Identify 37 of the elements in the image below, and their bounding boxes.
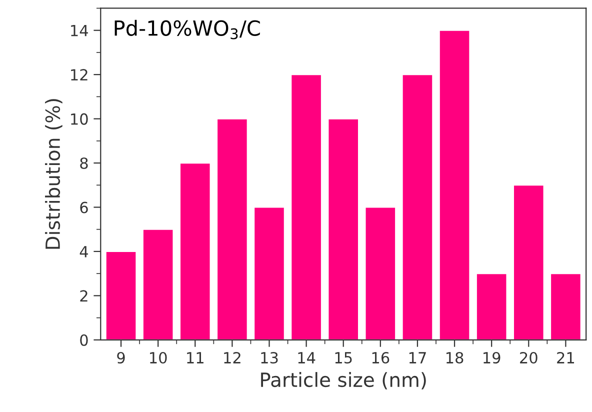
x-axis-title: Particle size (nm)	[261, 372, 426, 390]
bar	[290, 74, 322, 340]
x-tick-label: 15	[335, 352, 352, 364]
bar	[105, 250, 137, 340]
bar	[550, 273, 582, 340]
x-tick-label: 13	[261, 352, 278, 364]
bar	[216, 118, 248, 340]
y-tick-label: 0	[80, 334, 88, 346]
y-tick-label: 2	[80, 290, 88, 302]
x-tick-label: 20	[520, 352, 538, 364]
x-tick-label: 21	[557, 352, 574, 364]
bar	[476, 273, 508, 340]
bar	[438, 30, 470, 340]
y-tick-label: 10	[71, 113, 88, 125]
y-tick-label: 14	[71, 25, 88, 36]
text: Pd-10%WO$_{3}$/C	[114, 20, 260, 40]
bar	[364, 206, 396, 340]
x-tick-label: 12	[224, 352, 240, 364]
x-tick-label: 9	[117, 352, 125, 364]
bar	[512, 184, 544, 340]
y-tick-label: 12	[71, 69, 88, 80]
y-tick-label: 8	[80, 157, 88, 170]
bar	[402, 74, 434, 340]
bar	[254, 206, 285, 340]
y-tick-label: 4	[80, 246, 88, 258]
x-tick-label: 10	[150, 352, 167, 364]
x-tick-label: 14	[298, 352, 316, 364]
y-axis-title: Distribution (%)	[45, 99, 62, 249]
x-tick-label: 16	[372, 352, 390, 364]
x-tick-label: 17	[409, 352, 426, 364]
bar	[142, 228, 174, 340]
x-tick-label: 19	[484, 352, 500, 364]
x-tick-label: 11	[187, 352, 204, 364]
bar	[328, 118, 360, 340]
x-tick-label: 18	[446, 352, 464, 364]
bar	[179, 162, 211, 340]
y-tick-label: 6	[80, 202, 88, 214]
